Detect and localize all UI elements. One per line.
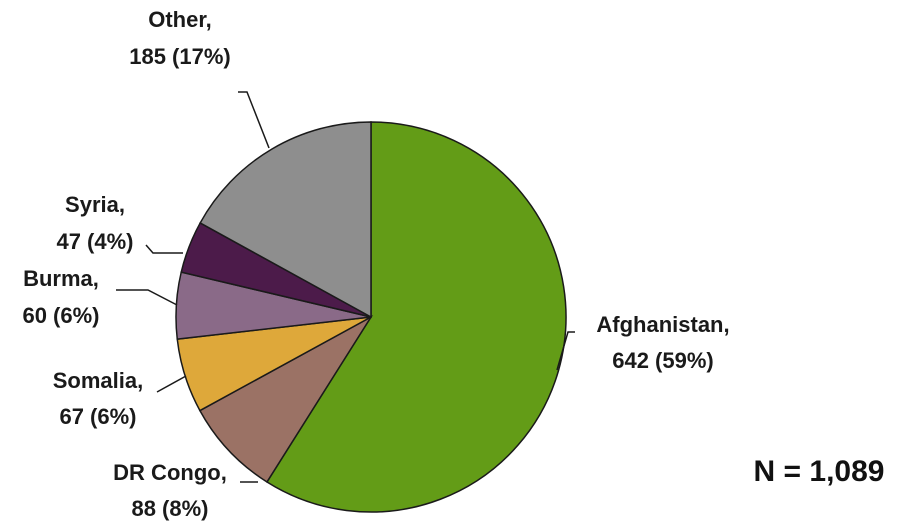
slice-label-value: 88 (8%) [131, 496, 208, 521]
leader-line-afghanistan [556, 331, 575, 371]
slice-label-value: 67 (6%) [59, 404, 136, 429]
slice-label-value: 185 (17%) [129, 44, 231, 69]
slice-label-name: Burma, [23, 266, 99, 291]
total-count-label: N = 1,089 [754, 455, 885, 488]
leader-lines [116, 91, 575, 483]
slice-dr-congo [198, 314, 374, 483]
slice-label-name: Afghanistan, [596, 312, 729, 337]
leader-line-syria [145, 244, 183, 254]
leader-line-burma [116, 289, 178, 306]
pie-slices [175, 121, 567, 513]
slice-afghanistan [265, 121, 567, 513]
slice-label-name: Somalia, [53, 368, 143, 393]
slice-label-name: Other, [148, 7, 212, 32]
slice-label-value: 47 (4%) [56, 229, 133, 254]
slice-other [199, 121, 372, 319]
slice-label-name: Syria, [65, 192, 125, 217]
leader-line-somalia [156, 375, 187, 393]
slice-labels: Afghanistan, 642 (59%) DR Congo, 88 (8%) Som… [22, 7, 729, 521]
slice-label-value: 642 (59%) [612, 348, 714, 373]
slice-label-value: 60 (6%) [22, 303, 99, 328]
slice-label-name: DR Congo, [113, 460, 227, 485]
leader-line-other [238, 91, 270, 149]
